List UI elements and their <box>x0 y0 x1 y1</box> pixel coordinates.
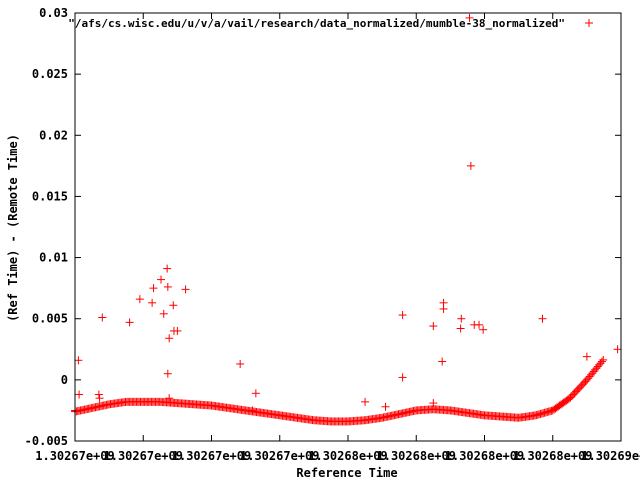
outlier-point <box>148 298 157 307</box>
outlier-point <box>165 394 174 403</box>
outlier-point <box>466 161 475 170</box>
outlier-point <box>582 352 591 361</box>
outlier-point <box>398 311 407 320</box>
outlier-point <box>159 309 168 318</box>
outlier-point <box>613 345 622 354</box>
x-tick-label: 1.30267e+09 <box>104 449 183 463</box>
x-tick-label: 1.30267e+09 <box>35 449 114 463</box>
x-tick-label: 1.30268e+09 <box>513 449 592 463</box>
outlier-point <box>163 264 172 273</box>
outlier-point <box>163 369 172 378</box>
y-tick-label: 0.03 <box>39 6 68 20</box>
outlier-point <box>236 359 245 368</box>
outlier-point <box>125 318 134 327</box>
y-tick-label: 0.01 <box>39 251 68 265</box>
y-tick-label: 0.005 <box>32 312 68 326</box>
x-tick-label: 1.30267e+09 <box>240 449 319 463</box>
outlier-point <box>538 314 547 323</box>
outlier-point <box>457 314 466 323</box>
outlier-point <box>429 322 438 331</box>
data-point <box>597 357 606 366</box>
y-axis-label: (Ref Time) - (Remote Time) <box>6 134 20 322</box>
outlier-point <box>95 394 104 403</box>
outlier-point <box>169 301 178 310</box>
x-tick-label: 1.30268e+09 <box>377 449 456 463</box>
outlier-point <box>398 373 407 382</box>
outlier-point <box>149 284 158 293</box>
outlier-point <box>165 334 174 343</box>
y-tick-label: 0 <box>61 373 68 387</box>
outlier-point <box>381 402 390 411</box>
legend-marker <box>585 19 593 27</box>
outlier-point <box>156 275 165 284</box>
outlier-point <box>429 399 438 408</box>
outlier-point <box>94 390 103 399</box>
outlier-point <box>438 357 447 366</box>
plot-frame <box>74 12 622 442</box>
outlier-point <box>98 313 107 322</box>
plot-marks <box>71 13 622 426</box>
outlier-point <box>251 389 260 398</box>
outlier-point <box>135 295 144 304</box>
outlier-point <box>475 320 484 329</box>
outlier-point <box>456 324 465 333</box>
outlier-point <box>248 406 257 415</box>
data-point <box>599 355 608 364</box>
y-tick-label: 0.015 <box>32 189 68 203</box>
x-tick-label: 1.30268e+09 <box>445 449 524 463</box>
outlier-point <box>74 356 83 365</box>
outlier-point <box>75 390 84 399</box>
plot-axes: -0.005 0 0.005 0.01 0.015 0.02 0.025 0.03 1.3026… <box>25 6 640 463</box>
x-axis-label: Reference Time <box>296 466 397 480</box>
x-tick-label: 1.30268e+09 <box>308 449 387 463</box>
x-tick-label: 1.30267e+09 <box>172 449 251 463</box>
y-tick-label: -0.005 <box>25 434 68 448</box>
y-tick-label: 0.02 <box>39 128 68 142</box>
y-tick-label: 0.025 <box>32 67 68 81</box>
x-tick-label: 1.30269e+09 <box>581 449 640 463</box>
outlier-point <box>163 282 172 291</box>
outlier-point <box>173 326 182 335</box>
outlier-point <box>439 298 448 307</box>
outlier-point <box>361 397 370 406</box>
legend-label: "/afs/cs.wisc.edu/u/v/a/vail/research/da… <box>68 17 565 30</box>
outlier-point <box>465 13 474 22</box>
outlier-point <box>181 285 190 294</box>
outlier-point <box>479 325 488 334</box>
